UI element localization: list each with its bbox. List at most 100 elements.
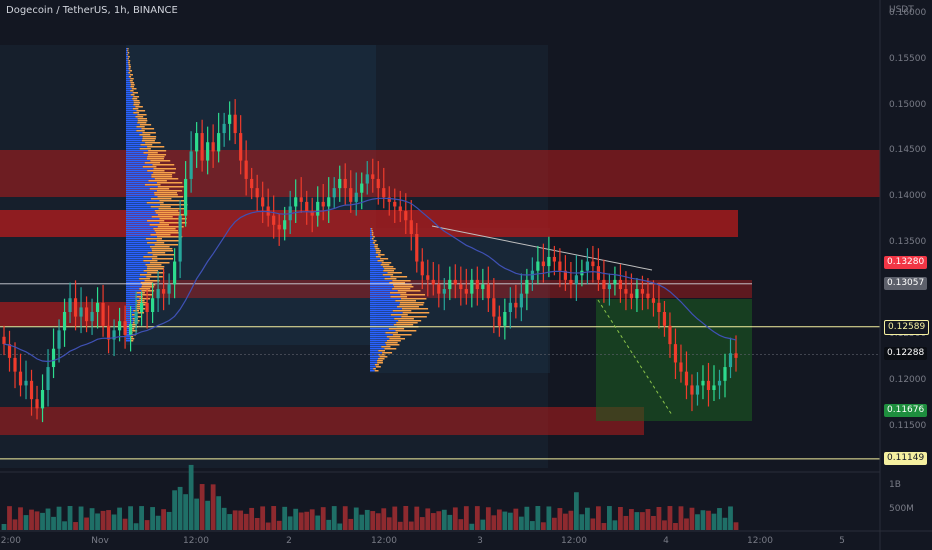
volume-bar: [513, 508, 519, 530]
volume-bar: [496, 509, 502, 530]
volume-bar: [414, 506, 420, 530]
volume-bar: [337, 523, 343, 530]
volume-bar: [529, 521, 535, 530]
price-tag: 0.13057: [884, 276, 928, 290]
candle-body: [734, 353, 738, 358]
candle-body: [255, 188, 259, 198]
candle-body: [646, 293, 650, 299]
volume-bar: [95, 513, 100, 530]
volume-bar: [673, 523, 678, 530]
candle-body: [569, 279, 573, 285]
volume-bar: [238, 510, 244, 530]
candle-body: [106, 325, 111, 340]
candle-body: [134, 312, 138, 324]
candle-body: [431, 279, 435, 285]
candle-body: [18, 371, 23, 386]
candle-body: [547, 256, 551, 267]
volume-bar: [210, 484, 216, 530]
x-tick-label: 12:00: [747, 536, 773, 546]
volume-bar: [227, 514, 233, 530]
candle-body: [459, 284, 463, 290]
candle-body: [684, 371, 689, 386]
candle-body: [239, 133, 243, 161]
candle-body: [40, 390, 45, 409]
candle-body: [13, 357, 17, 372]
x-tick-label: 12:00: [0, 536, 21, 546]
trendline: [431, 225, 653, 271]
volume-bar: [100, 510, 106, 530]
volume-bar: [7, 506, 12, 530]
x-tick-label: 2: [286, 536, 292, 546]
volume-bar: [304, 511, 310, 530]
volume-bar: [386, 517, 392, 530]
volume-bar: [700, 510, 706, 530]
volume-bar: [579, 514, 585, 530]
candle-body: [624, 289, 628, 294]
candle-body: [321, 201, 325, 207]
candle-body: [448, 279, 452, 290]
volume-bar: [491, 515, 497, 530]
volume-bar: [722, 517, 728, 530]
candle-body: [519, 293, 523, 308]
volume-bar: [326, 519, 332, 530]
candle-body: [404, 211, 408, 221]
candle-body: [426, 275, 430, 280]
volume-bar: [392, 506, 398, 530]
volume-bar: [67, 506, 73, 530]
volume-bar: [188, 464, 194, 530]
supply-zone-mid: [0, 210, 738, 237]
volume-bar: [144, 520, 150, 530]
volume-bar: [243, 513, 249, 530]
candle-body: [2, 336, 6, 345]
currency-label: USDT: [889, 5, 914, 15]
candle-body: [178, 215, 182, 262]
volume-bar: [485, 507, 491, 530]
candle-body: [492, 298, 496, 317]
volume-bar: [282, 506, 288, 530]
candle-body: [112, 330, 116, 340]
x-tick-label: 4: [663, 536, 669, 546]
volume-bar: [381, 508, 387, 530]
candle-body: [283, 220, 287, 230]
volume-bar: [629, 509, 634, 530]
candle-body: [206, 142, 210, 161]
volume-bar: [315, 515, 321, 530]
volume-bar: [359, 514, 365, 530]
volume-bar: [194, 498, 200, 530]
y-tick-label: 0.14500: [889, 145, 927, 156]
volume-bar: [656, 506, 662, 530]
candle-body: [453, 279, 457, 285]
candle-body: [90, 312, 94, 322]
volume-bar: [717, 508, 722, 530]
volume-bar: [425, 508, 431, 530]
volume-bar: [111, 514, 117, 530]
x-tick-label: 12:00: [371, 536, 397, 546]
volume-bar: [89, 508, 95, 530]
candle-body: [261, 197, 265, 207]
candle-body: [602, 279, 606, 290]
y-tick-label: 0.15500: [889, 53, 927, 64]
candle-body: [596, 266, 601, 280]
candle-body: [327, 197, 331, 207]
volume-bar: [216, 496, 222, 530]
volume-bar: [265, 522, 271, 530]
y-tick-label: 0.16000: [889, 7, 927, 18]
candle-body: [51, 348, 56, 368]
candle-body: [574, 275, 578, 285]
x-tick-label: Nov: [91, 536, 109, 546]
candle-body: [393, 201, 397, 207]
candle-body: [717, 380, 722, 386]
volume-bar: [12, 519, 18, 530]
candle-body: [299, 197, 303, 202]
volume-bar: [502, 511, 508, 530]
volume-bar: [524, 506, 530, 530]
volume-bar: [469, 523, 475, 530]
candle-body: [481, 284, 485, 290]
y-tick-label: 0.11500: [889, 420, 927, 431]
candle-body: [338, 178, 342, 189]
candle-body: [139, 302, 144, 312]
volume-bar: [540, 522, 546, 530]
candle-body: [272, 215, 276, 225]
volume-bar: [441, 509, 447, 530]
